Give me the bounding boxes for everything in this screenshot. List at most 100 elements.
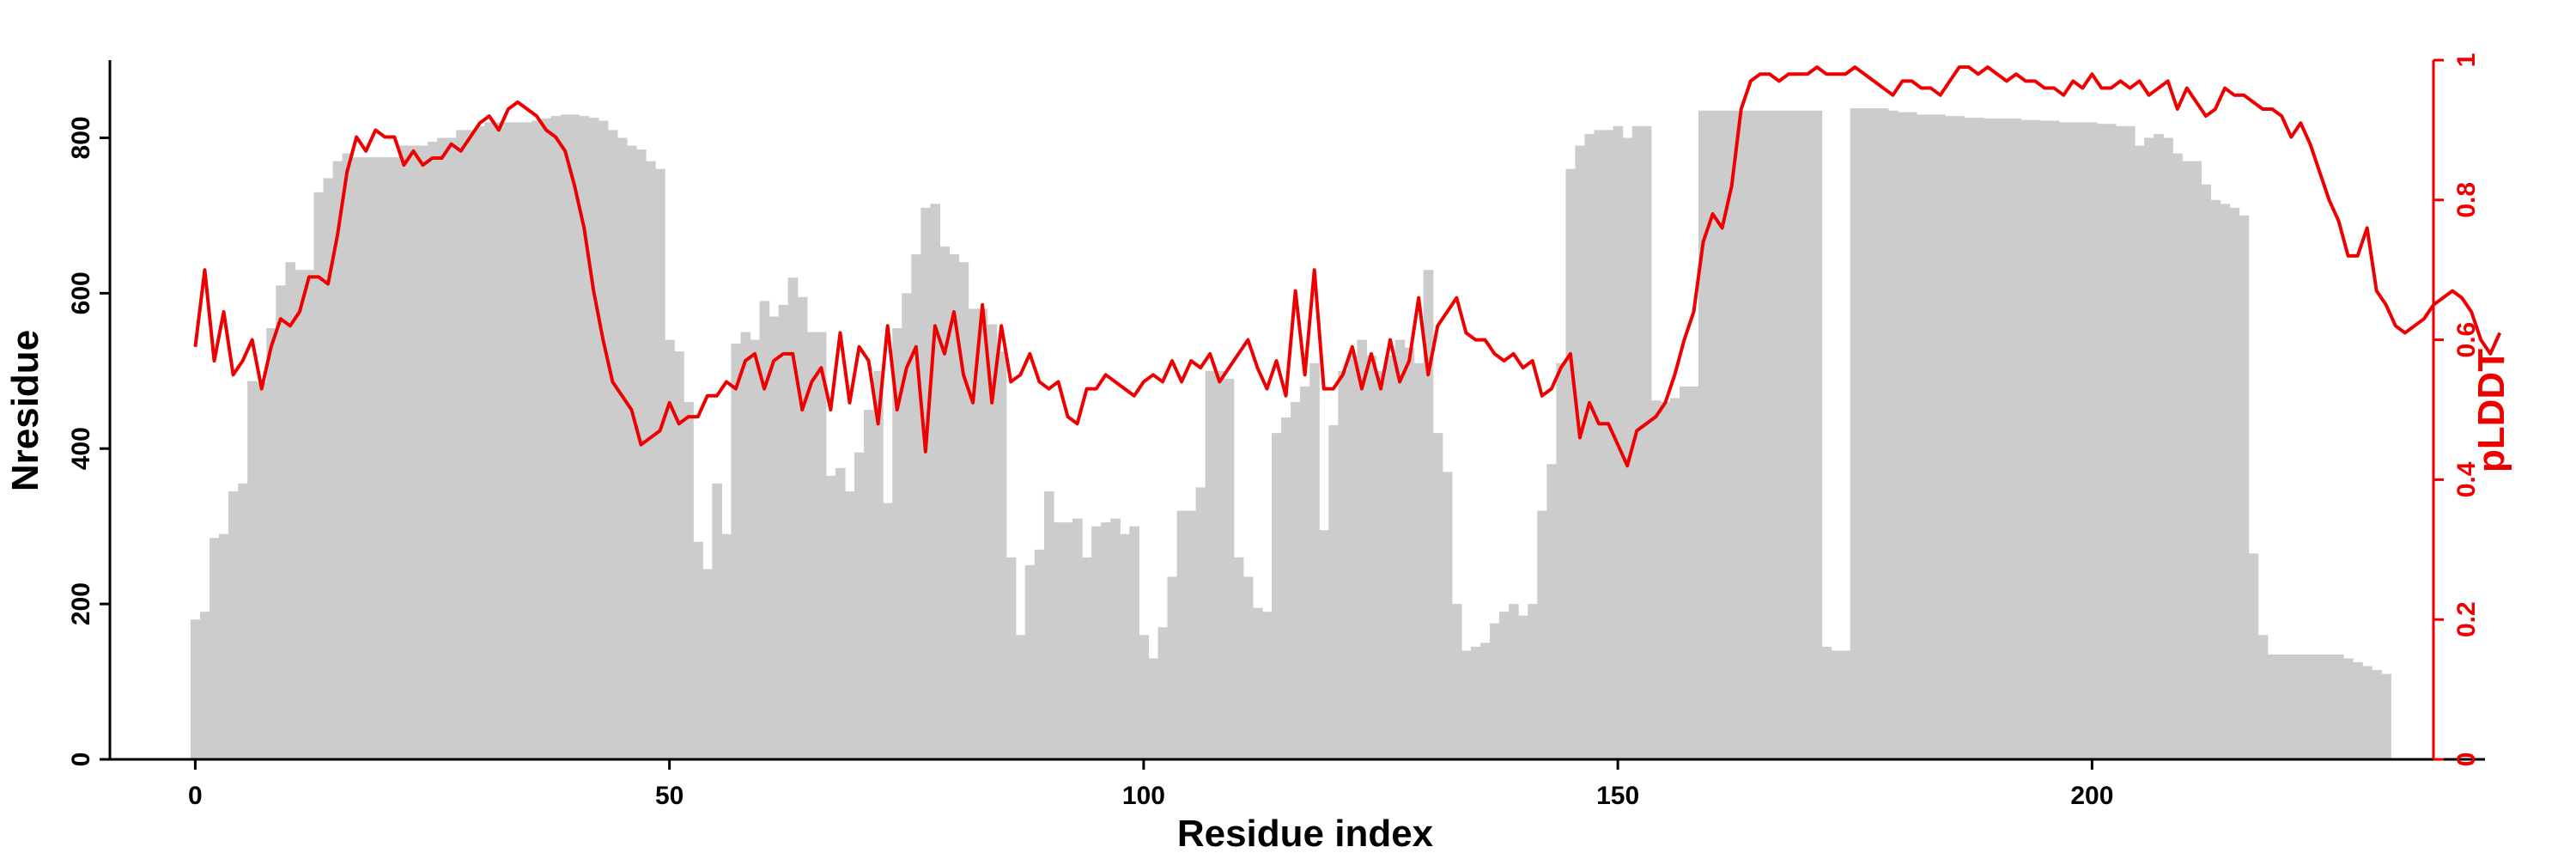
bar [635,149,647,759]
bar [797,296,808,759]
bar [532,120,543,760]
bar [864,410,874,759]
bar [1973,117,1984,759]
bar [1470,646,1481,759]
bar [2343,658,2354,759]
bar [1366,355,1377,759]
bar [968,308,979,759]
bar [541,118,552,759]
bar [1167,576,1178,759]
tick-labels-layer: 0 50 100 150 200 0 200 400 600 800 0 0.2 0.4 0.6 0.8 1 [67,53,2481,810]
bar [447,137,457,759]
bar [617,137,628,759]
bar [313,192,325,759]
bar [1802,110,1814,760]
bar [398,145,410,760]
bar [1907,112,1917,760]
bar [1783,110,1795,760]
bar [2201,184,2212,759]
bar [276,285,286,759]
bar [1053,522,1064,759]
bar [238,483,248,759]
bar [569,114,580,759]
bar [1537,510,1547,759]
bar [683,401,694,759]
bar [1110,518,1121,759]
bar [2039,120,2050,760]
bar [2020,119,2032,759]
bar [1964,117,1974,759]
bar [2172,153,2183,759]
bar [1774,110,1785,760]
bar [1404,347,1415,759]
bar [1376,370,1387,759]
bar [1917,114,1927,759]
bar [1385,355,1396,759]
bar [873,370,884,759]
bar [1556,362,1566,759]
bar [1755,110,1765,760]
bar [2125,125,2136,759]
bar [987,324,998,759]
bar [1024,564,1036,759]
x-tick-label: 100 [1122,782,1165,810]
bar [1309,362,1320,759]
bar [655,168,665,759]
bar [1575,145,1586,760]
bar [1736,110,1747,760]
bar [428,141,438,760]
bar [484,122,495,760]
bar [854,452,865,759]
x-tick-label: 0 [188,782,203,810]
bar [778,304,789,759]
bar [816,332,827,759]
bar [1926,114,1936,759]
bar [2295,654,2306,759]
bar [1868,108,1880,759]
bar [1432,433,1443,759]
bar [1717,110,1728,760]
y-right-tick-label: 0.2 [2452,601,2481,637]
bar [1347,355,1358,759]
bar [560,114,571,759]
bar [1546,464,1557,759]
bar [626,145,637,760]
bar [2248,553,2259,759]
bar [370,157,381,759]
bar [513,122,524,760]
bar [295,270,306,759]
bar [2353,661,2363,759]
bar [437,137,447,759]
y-right-tick-label: 0.4 [2452,461,2481,497]
bar [835,467,846,759]
bar [2154,133,2164,760]
bar [1139,635,1150,759]
bar [247,381,258,759]
bar [361,157,372,759]
bar [1812,110,1823,760]
x-tick-label: 150 [1596,782,1639,810]
bar [2305,654,2316,759]
bar [930,204,941,759]
bar [1850,108,1861,759]
bar [674,351,684,759]
bar [1205,370,1216,759]
bar [1859,108,1870,759]
bar [2011,118,2022,759]
bar [332,161,343,759]
bar [665,339,675,759]
bar [1727,110,1737,760]
x-tick-label: 200 [2070,782,2113,810]
bar [2030,119,2041,759]
bar [1461,650,1472,759]
bar [2163,137,2173,759]
bar [892,328,902,759]
bar [1793,110,1804,760]
bar [1186,510,1197,759]
bar [1242,576,1254,759]
bar [2267,654,2278,759]
bar [1272,433,1282,759]
y-right-tick-label: 0 [2452,752,2481,767]
x-tick-label: 50 [655,782,683,810]
bar [702,569,713,759]
